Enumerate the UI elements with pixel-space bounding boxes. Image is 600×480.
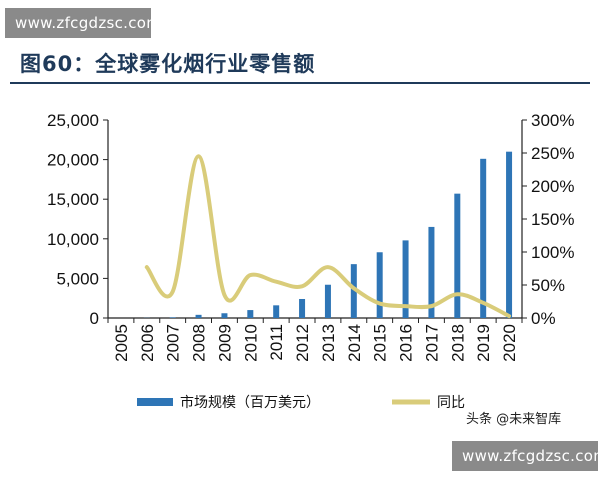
bar xyxy=(324,284,331,318)
right-tick-label: 50% xyxy=(531,276,565,295)
x-tick-label: 2014 xyxy=(345,324,364,362)
bar xyxy=(247,310,254,318)
x-tick-label: 2017 xyxy=(422,324,441,362)
bar xyxy=(376,252,383,318)
bar xyxy=(299,298,306,318)
x-tick-label: 2013 xyxy=(319,324,338,362)
left-tick-label: 25,000 xyxy=(47,111,99,130)
left-tick-label: 15,000 xyxy=(47,190,99,209)
credit-label: 头条 @未来智库 xyxy=(466,412,562,427)
bar xyxy=(169,317,176,318)
x-tick-label: 2018 xyxy=(448,324,467,362)
left-tick-label: 20,000 xyxy=(47,151,99,170)
right-tick-label: 200% xyxy=(531,177,574,196)
x-tick-label: 2005 xyxy=(112,324,131,362)
x-tick-label: 2019 xyxy=(474,324,493,362)
bar xyxy=(350,264,357,318)
x-tick-label: 2011 xyxy=(267,324,286,361)
bar xyxy=(402,240,409,318)
x-tick-label: 2008 xyxy=(190,324,209,362)
x-tick-label: 2020 xyxy=(500,324,519,362)
right-tick-label: 100% xyxy=(531,243,574,262)
left-tick-label: 10,000 xyxy=(47,230,99,249)
bar xyxy=(273,305,280,318)
x-tick-label: 2006 xyxy=(138,324,157,362)
watermark-bottom: www.zfcgdzsc.com xyxy=(452,441,600,471)
left-tick-label: 5,000 xyxy=(56,269,99,288)
bar xyxy=(221,313,228,318)
x-tick-label: 2009 xyxy=(215,324,234,362)
bar xyxy=(480,158,487,318)
legend-label-bar: 市场规模（百万美元） xyxy=(180,394,320,411)
right-tick-label: 150% xyxy=(531,210,574,229)
bar xyxy=(195,314,202,318)
left-tick-label: 0 xyxy=(90,309,99,328)
x-tick-label: 2015 xyxy=(371,324,390,362)
bar xyxy=(506,151,513,318)
bar xyxy=(454,193,461,318)
legend-swatch-bar xyxy=(137,398,173,406)
right-tick-label: 0% xyxy=(531,309,556,328)
right-tick-label: 300% xyxy=(531,111,574,130)
x-tick-label: 2012 xyxy=(293,324,312,362)
x-tick-label: 2007 xyxy=(164,324,183,362)
title-rule xyxy=(10,82,590,84)
legend-label-line: 同比 xyxy=(437,395,465,411)
x-tick-label: 2010 xyxy=(241,324,260,362)
bar xyxy=(428,226,435,318)
watermark-top: www.zfcgdzsc.com xyxy=(5,8,161,38)
figure-title: 图60：全球雾化烟行业零售额 xyxy=(20,52,316,76)
right-tick-label: 250% xyxy=(531,144,574,163)
x-tick-label: 2016 xyxy=(397,324,416,362)
